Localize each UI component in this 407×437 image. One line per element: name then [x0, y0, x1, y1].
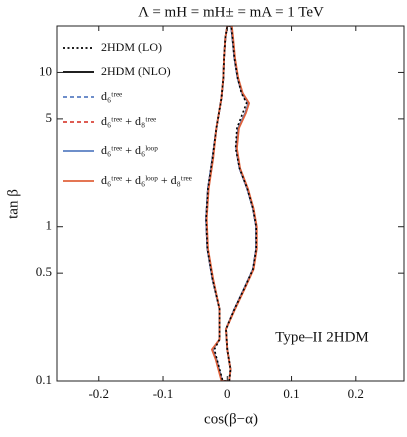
y-tick-label: 1 — [46, 218, 53, 233]
chart-title: Λ = mH = mH± = mA = 1 TeV — [138, 4, 324, 20]
y-tick-label: 0.1 — [36, 372, 52, 387]
x-tick-label: 0.1 — [283, 386, 299, 401]
contour-line — [205, 26, 258, 381]
annotation: Type–II 2HDM — [275, 329, 369, 345]
y-tick-label: 0.5 — [36, 264, 52, 279]
contour-line — [205, 26, 258, 381]
contour-line — [205, 26, 257, 381]
legend-label: d₆ᵗʳᵉᵉ + d₆ˡᵒᵒᵖ + d₈ᵗʳᵉᵉ — [101, 173, 192, 187]
contour-line — [205, 26, 258, 381]
legend-label: d₆ᵗʳᵉᵉ — [101, 89, 122, 103]
plot-area — [205, 26, 258, 381]
contour-line — [205, 26, 258, 381]
legend-label: d₆ᵗʳᵉᵉ + d₈ᵗʳᵉᵉ — [101, 114, 156, 128]
legend-label: 2HDM (LO) — [101, 40, 162, 54]
x-axis-label: cos(β−α) — [204, 411, 258, 427]
x-tick-label: -0.2 — [88, 386, 109, 401]
contour-line — [205, 26, 258, 381]
x-tick-label: -0.1 — [153, 386, 174, 401]
x-tick-label: 0.2 — [348, 386, 364, 401]
y-tick-label: 5 — [46, 110, 53, 125]
plot-frame — [56, 25, 405, 382]
x-tick-label: 0 — [224, 386, 231, 401]
legend-label: 2HDM (NLO) — [101, 64, 171, 78]
y-tick-label: 10 — [39, 63, 52, 78]
legend-label: d₆ᵗʳᵉᵉ + d₆ˡᵒᵒᵖ — [101, 143, 158, 157]
y-axis-label: tan β — [5, 189, 21, 219]
